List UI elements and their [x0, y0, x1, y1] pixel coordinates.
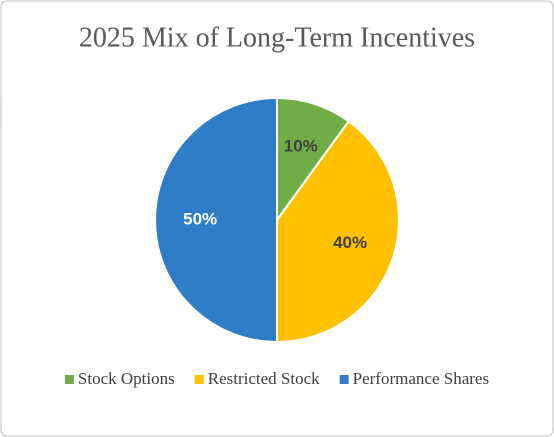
- legend-label: Performance Shares: [353, 369, 489, 388]
- data-label: 10%: [284, 136, 318, 155]
- pie-slice: [276, 96, 351, 224]
- legend-swatch: [194, 375, 204, 384]
- data-label: 50%: [183, 209, 217, 228]
- data-label: 40%: [333, 233, 367, 252]
- legend-swatch: [339, 375, 349, 384]
- legend-swatch: [64, 375, 74, 384]
- legend-label: Stock Options: [78, 369, 175, 388]
- pie-slice: [154, 96, 278, 344]
- pie-slice: [276, 119, 400, 344]
- chart-title: 2025 Mix of Long-Term Incentives: [79, 22, 475, 53]
- legend-label: Restricted Stock: [208, 369, 320, 388]
